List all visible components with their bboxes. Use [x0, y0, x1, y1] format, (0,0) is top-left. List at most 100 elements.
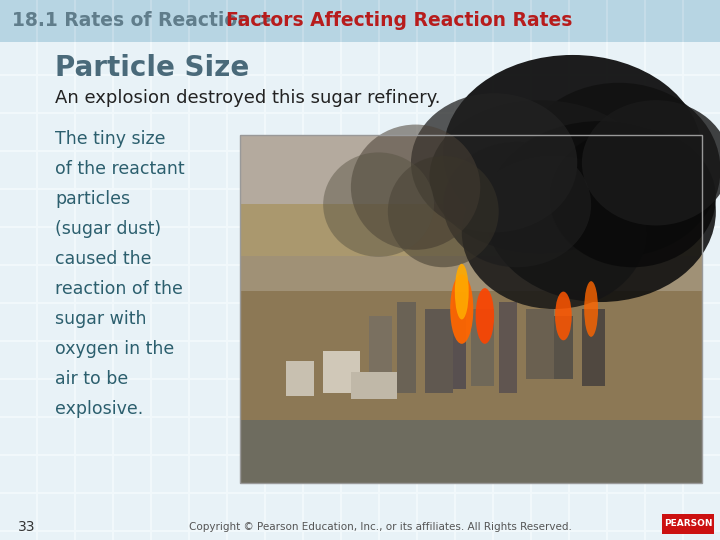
Bar [646, 228, 682, 264]
Bar [114, 494, 150, 530]
Bar [608, 304, 644, 340]
Bar [646, 76, 682, 112]
Bar [38, 0, 74, 42]
Bar [304, 38, 340, 74]
Bar [342, 114, 378, 150]
Bar [152, 304, 188, 340]
Bar [76, 114, 112, 150]
Bar [76, 0, 112, 36]
Bar [646, 380, 682, 416]
Bar [342, 190, 378, 226]
Bar [532, 532, 568, 540]
Bar [0, 152, 36, 188]
Bar [494, 532, 530, 540]
Text: 18.1 Rates of Reaction >: 18.1 Rates of Reaction > [12, 11, 279, 30]
Bar [38, 152, 74, 188]
Bar [494, 418, 530, 454]
Bar [342, 304, 378, 340]
Bar [304, 228, 340, 264]
Bar [608, 152, 644, 188]
Bar [152, 38, 188, 74]
Bar [266, 228, 302, 264]
Bar [342, 76, 378, 112]
Bar [684, 342, 720, 378]
Bar [494, 190, 530, 226]
Bar [684, 0, 720, 36]
Bar [38, 418, 74, 454]
Bar [342, 266, 378, 302]
Bar [608, 76, 644, 112]
Bar [646, 152, 682, 188]
Bar [684, 266, 720, 302]
Bar [494, 0, 530, 42]
Bar [570, 114, 606, 150]
Bar [456, 304, 492, 340]
Bar [646, 190, 682, 226]
Text: The tiny size: The tiny size [55, 130, 166, 148]
Bar [228, 0, 264, 36]
Bar [228, 304, 264, 340]
Bar [304, 380, 340, 416]
Bar [380, 38, 416, 74]
Text: 33: 33 [18, 520, 35, 534]
Bar [266, 494, 302, 530]
Bar [190, 532, 226, 540]
Bar [646, 0, 682, 36]
Bar [380, 114, 416, 150]
Bar [342, 152, 378, 188]
Bar [152, 0, 188, 36]
Bar [570, 266, 606, 302]
Bar [38, 228, 74, 264]
Ellipse shape [555, 292, 572, 340]
Ellipse shape [455, 264, 469, 320]
Bar [684, 304, 720, 340]
Bar [532, 38, 568, 74]
Bar [646, 304, 682, 340]
Bar [228, 418, 264, 454]
Bar [456, 456, 492, 492]
Bar [342, 418, 378, 454]
Bar [684, 456, 720, 492]
Bar [570, 0, 606, 42]
Bar [380, 0, 416, 42]
Bar [570, 76, 606, 112]
Bar [266, 380, 302, 416]
Bar [304, 114, 340, 150]
Ellipse shape [388, 156, 499, 267]
Bar [76, 494, 112, 530]
Bar [418, 266, 454, 302]
Text: PEARSON: PEARSON [664, 519, 712, 529]
Bar [456, 380, 492, 416]
Bar [38, 456, 74, 492]
Ellipse shape [411, 93, 577, 232]
Bar [418, 418, 454, 454]
Bar [228, 228, 264, 264]
Bar [494, 38, 530, 74]
Bar [684, 418, 720, 454]
Bar [494, 494, 530, 530]
Bar [228, 76, 264, 112]
Bar [418, 304, 454, 340]
Bar [456, 76, 492, 112]
Bar [532, 494, 568, 530]
Bar [570, 228, 606, 264]
Bar [397, 302, 415, 393]
Bar [152, 456, 188, 492]
Bar [114, 152, 150, 188]
Bar [418, 228, 454, 264]
Ellipse shape [584, 281, 598, 337]
Bar [76, 380, 112, 416]
Bar [532, 456, 568, 492]
Bar [608, 114, 644, 150]
Bar [684, 0, 720, 42]
Bar [456, 494, 492, 530]
Bar [38, 380, 74, 416]
Bar [684, 532, 720, 540]
Bar [532, 342, 568, 378]
Bar [0, 342, 36, 378]
Bar [76, 342, 112, 378]
Bar [608, 380, 644, 416]
Bar [0, 380, 36, 416]
Bar [38, 76, 74, 112]
Bar [456, 0, 492, 36]
